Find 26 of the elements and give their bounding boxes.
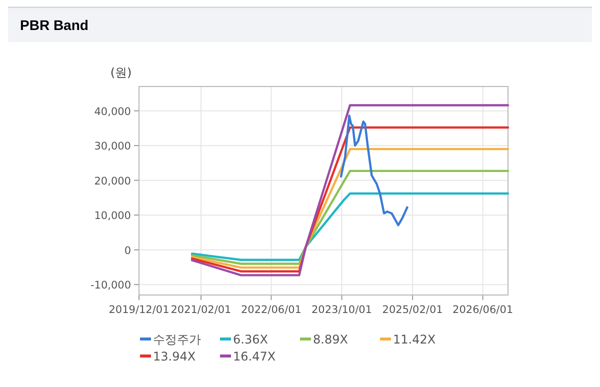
y-tick-label: 10,000 <box>94 210 131 222</box>
line-series <box>190 126 510 272</box>
line-series <box>340 114 408 226</box>
x-tick-label: 2022/06/01 <box>240 304 302 316</box>
y-tick-label: 40,000 <box>94 106 131 118</box>
y-tick-label: 0 <box>124 244 131 257</box>
y-tick-label: -10,000 <box>90 280 131 292</box>
chart-title: PBR Band <box>20 17 88 33</box>
legend-label: 13.94X <box>153 350 196 364</box>
x-tick-label: 2021/02/01 <box>170 304 232 316</box>
line-series <box>190 148 510 269</box>
line-series <box>190 192 510 261</box>
line-series <box>190 104 510 276</box>
y-axis-title: (원) <box>110 66 132 80</box>
x-tick-label: 2023/10/01 <box>311 304 372 316</box>
legend-label: 수정주가 <box>153 332 201 346</box>
legend-label: 8.89X <box>313 332 348 346</box>
x-tick-label: 2026/06/01 <box>452 304 514 316</box>
legend-label: 6.36X <box>233 332 268 346</box>
legend-label: 16.47X <box>233 350 276 364</box>
legend-label: 11.42X <box>393 332 436 346</box>
y-tick-label: 20,000 <box>94 175 131 188</box>
y-tick-label: 30,000 <box>94 140 131 153</box>
x-tick-label: 2019/12/01 <box>108 304 170 316</box>
line-series <box>190 170 510 265</box>
x-tick-label: 2025/02/01 <box>382 304 443 316</box>
